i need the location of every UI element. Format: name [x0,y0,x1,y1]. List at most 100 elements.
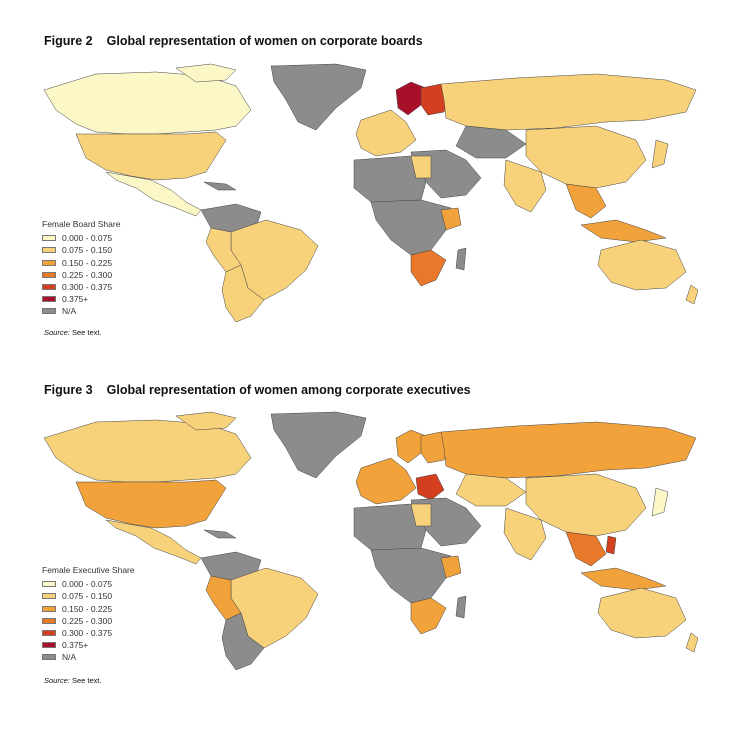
legend-item: 0.375+ [42,293,120,305]
source-text: See text. [69,328,102,337]
madagascar [455,595,467,619]
caribbean [203,181,237,191]
legend-label: N/A [62,652,77,663]
japan [651,139,669,169]
legend-label: 0.150 - 0.225 [62,257,113,268]
legend-swatch [42,247,56,254]
canada-islands [175,63,237,83]
india [503,507,547,561]
legend-swatch [42,271,56,278]
legend-item: 0.075 - 0.150 [42,244,120,256]
figure-title: Figure 2 Global representation of women o… [44,34,423,48]
se-asia [565,183,607,219]
legend-item: 0.150 - 0.225 [42,257,120,269]
russia [440,73,697,131]
australia [597,239,687,291]
legend-item: 0.225 - 0.300 [42,269,120,281]
argentina [221,264,265,322]
legend-item: 0.075 - 0.150 [42,590,135,602]
legend-label: 0.300 - 0.375 [62,281,113,292]
greenland [270,63,367,131]
legend-label: 0.225 - 0.300 [62,269,113,280]
legend-label: 0.375+ [62,294,89,305]
legend-label: 0.300 - 0.375 [62,627,113,638]
canada-islands [175,411,237,431]
legend-swatch [42,235,56,242]
source-label: Source: [44,328,70,337]
legend-title: Female Board Share [42,219,121,229]
legend-swatch [42,605,56,612]
mexico [105,171,202,217]
china [525,125,647,189]
legend-swatch [42,654,56,661]
legend-swatch [42,581,56,588]
europe-west [355,109,417,157]
legend-title: Female Executive Share [42,565,135,575]
legend-swatch [42,617,56,624]
central-asia [455,473,527,507]
source-note: Source: See text. [44,328,102,337]
source-note: Source: See text. [44,676,102,685]
greenland [270,411,367,479]
india [503,159,547,213]
map-legend: Female Board Share 0.000 - 0.075 0.075 -… [42,218,120,318]
legend-swatch [42,284,56,291]
russia [440,421,697,479]
source-text: See text. [69,676,102,685]
indonesia [580,219,667,243]
legend-label: 0.000 - 0.075 [62,579,113,590]
figure-title: Figure 3 Global representation of women a… [44,383,471,397]
europe-west [355,457,417,505]
legend-label: N/A [62,306,77,317]
legend-item: 0.000 - 0.075 [42,232,120,244]
world-map [43,63,698,322]
south-africa [410,249,447,287]
legend-item: N/A [42,305,120,317]
legend-item: 0.375+ [42,639,135,651]
legend-item: 0.150 - 0.225 [42,603,135,615]
figure-number: Figure 2 [44,34,93,48]
indonesia [580,567,667,591]
world-map [43,411,698,670]
new-zealand [685,284,698,305]
figure-title-text: Global representation of women on corpor… [106,34,423,48]
australia [597,587,687,639]
china [525,473,647,537]
legend-item: 0.225 - 0.300 [42,615,135,627]
usa [75,479,227,529]
legend-label: 0.075 - 0.150 [62,591,113,602]
legend-label: 0.075 - 0.150 [62,245,113,256]
legend-label: 0.150 - 0.225 [62,603,113,614]
new-zealand [685,632,698,653]
caribbean [203,529,237,539]
legend-swatch [42,296,56,303]
legend-swatch [42,630,56,637]
legend-swatch [42,308,56,315]
legend-item: 0.300 - 0.375 [42,627,135,639]
legend-item: 0.300 - 0.375 [42,281,120,293]
east-africa [440,555,462,579]
map-legend: Female Executive Share 0.000 - 0.075 0.0… [42,564,135,664]
egypt [410,155,432,179]
central-africa [370,547,452,604]
legend-item: N/A [42,651,135,663]
philippines [605,535,617,555]
madagascar [455,247,467,271]
legend-swatch [42,593,56,600]
central-africa [370,199,452,256]
figure-title-text: Global representation of women among cor… [106,383,471,397]
legend-label: 0.000 - 0.075 [62,233,113,244]
south-africa [410,597,447,635]
legend-label: 0.375+ [62,640,89,651]
legend-swatch [42,259,56,266]
legend-item: 0.000 - 0.075 [42,578,135,590]
argentina [221,612,265,670]
figure-number: Figure 3 [44,383,93,397]
canada [43,419,252,483]
source-label: Source: [44,676,70,685]
mexico [105,519,202,565]
japan [651,487,669,517]
east-africa [440,207,462,231]
legend-swatch [42,642,56,649]
central-asia [455,125,527,159]
